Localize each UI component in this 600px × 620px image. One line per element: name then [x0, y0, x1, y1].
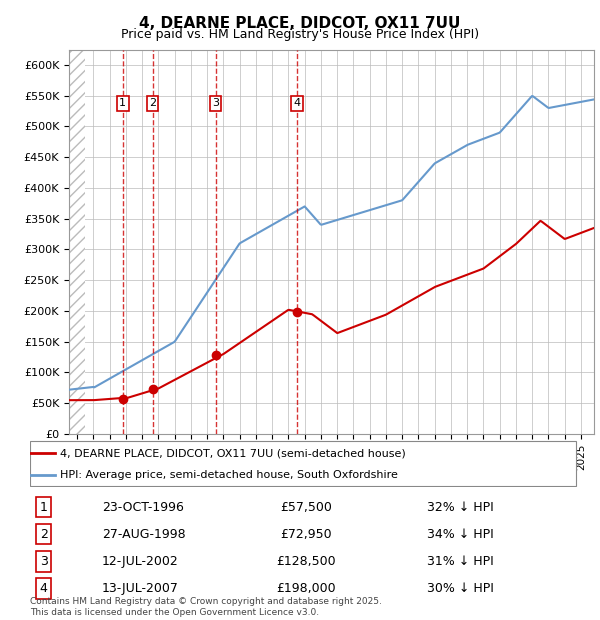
Text: 31% ↓ HPI: 31% ↓ HPI [427, 555, 494, 568]
Text: 4: 4 [293, 99, 301, 108]
FancyBboxPatch shape [30, 441, 577, 486]
Text: 1: 1 [119, 99, 127, 108]
Text: 32% ↓ HPI: 32% ↓ HPI [427, 500, 494, 513]
Text: 3: 3 [212, 99, 219, 108]
Text: 30% ↓ HPI: 30% ↓ HPI [427, 582, 494, 595]
Text: 12-JUL-2002: 12-JUL-2002 [102, 555, 179, 568]
Text: Price paid vs. HM Land Registry's House Price Index (HPI): Price paid vs. HM Land Registry's House … [121, 28, 479, 41]
Text: 2: 2 [40, 528, 48, 541]
Text: HPI: Average price, semi-detached house, South Oxfordshire: HPI: Average price, semi-detached house,… [61, 470, 398, 480]
Text: 4, DEARNE PLACE, DIDCOT, OX11 7UU (semi-detached house): 4, DEARNE PLACE, DIDCOT, OX11 7UU (semi-… [61, 448, 406, 458]
Text: 23-OCT-1996: 23-OCT-1996 [102, 500, 184, 513]
Text: £72,950: £72,950 [280, 528, 332, 541]
Text: £128,500: £128,500 [276, 555, 336, 568]
Text: 3: 3 [40, 555, 48, 568]
Text: £198,000: £198,000 [276, 582, 336, 595]
Text: 4, DEARNE PLACE, DIDCOT, OX11 7UU: 4, DEARNE PLACE, DIDCOT, OX11 7UU [139, 16, 461, 30]
Text: 34% ↓ HPI: 34% ↓ HPI [427, 528, 494, 541]
Text: 2: 2 [149, 99, 156, 108]
Text: Contains HM Land Registry data © Crown copyright and database right 2025.
This d: Contains HM Land Registry data © Crown c… [30, 598, 382, 617]
Text: 27-AUG-1998: 27-AUG-1998 [102, 528, 185, 541]
Text: 1: 1 [40, 500, 48, 513]
Text: £57,500: £57,500 [280, 500, 332, 513]
Text: 13-JUL-2007: 13-JUL-2007 [102, 582, 179, 595]
Text: 4: 4 [40, 582, 48, 595]
